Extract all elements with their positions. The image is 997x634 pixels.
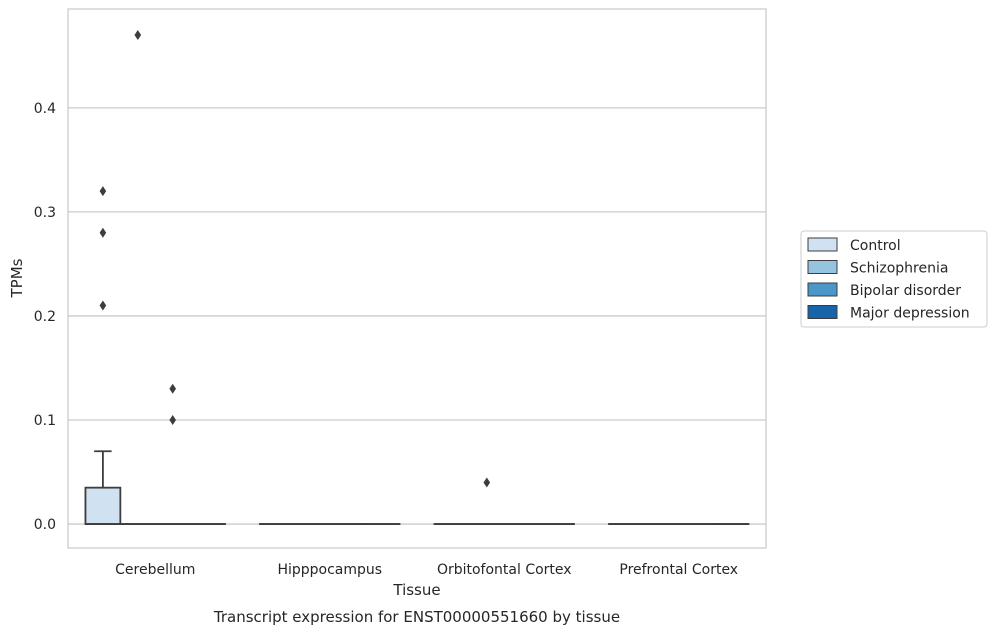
outlier-point [483,477,491,488]
legend-swatch [807,260,838,274]
y-tick-label: 0.3 [34,205,56,221]
legend-label: Major depression [850,306,970,322]
y-axis-ticks: 0.0 0.1 0.2 0.3 0.4 [34,101,56,533]
legend-swatch [807,237,838,252]
box-group [84,186,122,525]
legend-swatch [807,282,838,297]
chart-caption: Transcript expression for ENST0000055166… [213,608,620,626]
y-tick-label: 0.4 [34,101,56,117]
plot-area [84,30,750,525]
y-axis-title: TPMs [8,258,26,298]
outlier-point [99,227,107,238]
box [84,486,122,525]
x-tick-label: Hipppocampus [277,562,382,578]
plot-frame [67,8,767,549]
outlier-point [99,186,107,197]
x-axis-ticks: Cerebellum Hipppocampus Orbitofontal Corte… [115,562,738,578]
legend: Control Schizophrenia Bipolar disorder Majo… [800,230,988,328]
legend-label: Control [850,238,901,254]
outlier-point [169,415,176,426]
x-axis-title: Tissue [392,581,440,599]
legend-swatch [807,305,838,319]
legend-box [800,230,988,328]
legend-label: Bipolar disorder [850,283,961,299]
y-tick-label: 0.0 [34,517,56,533]
outlier-point [134,30,142,41]
y-tick-label: 0.1 [34,413,56,429]
y-tick-label: 0.2 [34,309,56,325]
outlier-point [169,383,176,394]
outlier-point [99,300,107,311]
x-tick-label: Orbitofontal Cortex [437,562,572,578]
x-tick-label: Prefrontal Cortex [619,562,738,578]
x-tick-label: Cerebellum [115,562,195,578]
legend-label: Schizophrenia [850,261,948,277]
